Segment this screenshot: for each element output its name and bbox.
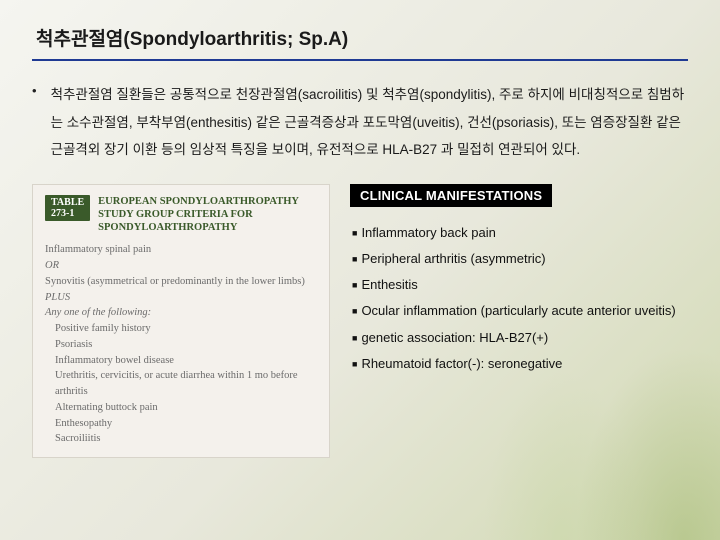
table-row: Inflammatory bowel disease (45, 353, 317, 369)
table-body: Inflammatory spinal pain OR Synovitis (a… (45, 242, 317, 447)
description-block: • 척추관절염 질환들은 공통적으로 천장관절염(sacroilitis) 및 … (32, 81, 688, 164)
table-row: OR (45, 258, 317, 274)
square-bullet-icon: ■ (352, 280, 357, 290)
list-item: ■ genetic association: HLA-B27(+) (352, 328, 688, 348)
clinical-text: Ocular inflammation (particularly acute … (361, 303, 675, 318)
list-item: ■ Ocular inflammation (particularly acute… (352, 301, 688, 321)
table-title: EUROPEAN SPONDYLOARTHROPATHY STUDY GROUP… (98, 195, 317, 234)
bullet-dot: • (32, 81, 37, 164)
list-item: ■ Rheumatoid factor(-): seronegative (352, 354, 688, 374)
page-title: 척추관절염(Spondyloarthritis; Sp.A) (32, 20, 688, 61)
list-item: ■ Inflammatory back pain (352, 223, 688, 243)
description-text: 척추관절염 질환들은 공통적으로 천장관절염(sacroilitis) 및 척추… (51, 81, 688, 164)
clinical-text: genetic association: HLA-B27(+) (361, 330, 548, 345)
table-number: TABLE 273-1 (45, 195, 90, 221)
square-bullet-icon: ■ (352, 228, 357, 238)
clinical-text: Rheumatoid factor(-): seronegative (361, 356, 562, 371)
table-row: Alternating buttock pain (45, 400, 317, 416)
table-row: Inflammatory spinal pain (45, 242, 317, 258)
criteria-table: TABLE 273-1 EUROPEAN SPONDYLOARTHROPATHY… (32, 184, 330, 458)
clinical-text: Inflammatory back pain (361, 225, 495, 240)
list-item: ■ Peripheral arthritis (asymmetric) (352, 249, 688, 269)
table-row: Enthesopathy (45, 416, 317, 432)
table-row: PLUS (45, 290, 317, 306)
clinical-column: CLINICAL MANIFESTATIONS ■ Inflammatory ba… (350, 184, 688, 458)
table-row: Sacroiliitis (45, 431, 317, 447)
clinical-list: ■ Inflammatory back pain ■ Peripheral arth… (350, 223, 688, 374)
list-item: ■ Enthesitis (352, 275, 688, 295)
table-row: Positive family history (45, 321, 317, 337)
lower-content: TABLE 273-1 EUROPEAN SPONDYLOARTHROPATHY… (32, 184, 688, 458)
square-bullet-icon: ■ (352, 359, 357, 369)
clinical-banner: CLINICAL MANIFESTATIONS (350, 184, 552, 207)
table-row: Any one of the following: (45, 305, 317, 321)
table-row: Synovitis (asymmetrical or predominantly… (45, 274, 317, 290)
square-bullet-icon: ■ (352, 254, 357, 264)
table-row: Psoriasis (45, 337, 317, 353)
clinical-text: Peripheral arthritis (asymmetric) (361, 251, 545, 266)
slide: 척추관절염(Spondyloarthritis; Sp.A) • 척추관절염 질… (0, 0, 720, 478)
square-bullet-icon: ■ (352, 306, 357, 316)
table-row: Urethritis, cervicitis, or acute diarrhe… (45, 368, 317, 400)
clinical-text: Enthesitis (361, 277, 417, 292)
square-bullet-icon: ■ (352, 333, 357, 343)
